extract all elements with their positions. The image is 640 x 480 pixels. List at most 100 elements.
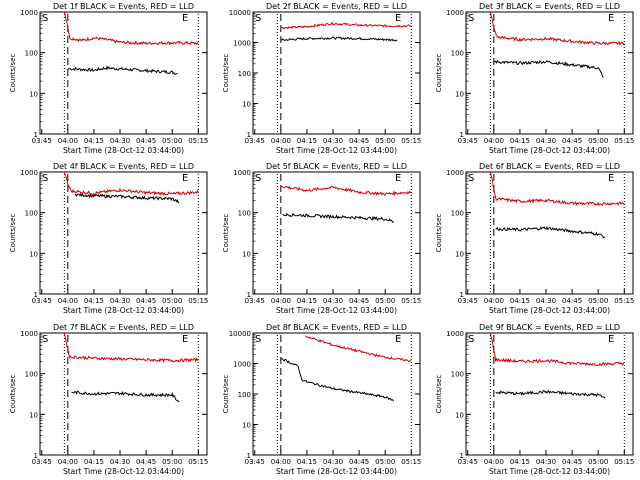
y-axis-label: Counts/sec	[435, 214, 443, 253]
start-marker: S	[255, 334, 261, 345]
y-tick-label: 1	[247, 452, 251, 460]
plot-frame	[465, 171, 634, 295]
x-tick-label: 04:15	[297, 137, 317, 145]
series-line-events	[282, 212, 395, 223]
x-tick-label: 04:00	[58, 458, 78, 466]
end-marker: E	[182, 173, 188, 184]
y-axis-label: Counts/sec	[9, 214, 17, 253]
plot-frame	[39, 332, 208, 456]
y-tick-label: 1000	[233, 169, 251, 177]
series-line-lld	[280, 21, 412, 30]
x-tick-label: 04:30	[323, 137, 343, 145]
y-tick-label: 1	[34, 452, 38, 460]
y-tick-label: 100	[451, 50, 464, 58]
x-axis-label: Start Time (28-Oct-12 03:44:00)	[276, 306, 397, 315]
y-tick-label: 1000	[20, 330, 38, 338]
x-tick-label: 04:00	[484, 458, 504, 466]
x-tick-label: 04:15	[84, 137, 104, 145]
y-tick-label: 1	[247, 291, 251, 299]
series-line-events	[495, 226, 606, 239]
x-tick-label: 03:45	[245, 458, 265, 466]
y-tick-label: 1	[34, 131, 38, 139]
y-tick-label: 1	[34, 291, 38, 299]
y-axis-label: Counts/sec	[222, 54, 230, 93]
x-tick-label: 05:00	[588, 458, 608, 466]
y-tick-label: 100	[25, 210, 38, 218]
chart-title: Det 6f BLACK = Events, RED = LLD	[479, 162, 620, 171]
x-tick-label: 04:30	[323, 458, 343, 466]
x-tick-label: 05:15	[401, 297, 421, 305]
y-tick-label: 1	[460, 452, 464, 460]
x-tick-label: 05:00	[375, 137, 395, 145]
y-tick-label: 1	[460, 291, 464, 299]
x-tick-label: 04:30	[536, 458, 556, 466]
start-marker: S	[468, 334, 474, 345]
x-tick-label: 04:00	[58, 137, 78, 145]
y-tick-label: 10	[455, 250, 464, 258]
end-marker: E	[395, 13, 401, 24]
x-tick-label: 05:15	[614, 458, 634, 466]
y-tick-label: 1000	[20, 169, 38, 177]
y-tick-label: 10	[242, 422, 251, 430]
x-tick-label: 04:30	[110, 458, 130, 466]
chart-title: Det 7f BLACK = Events, RED = LLD	[53, 323, 194, 332]
y-tick-label: 10	[455, 411, 464, 419]
series-line-events	[280, 36, 398, 42]
start-marker: S	[255, 13, 261, 24]
end-marker: E	[395, 334, 401, 345]
x-tick-label: 04:45	[562, 297, 582, 305]
x-tick-label: 05:15	[401, 458, 421, 466]
y-tick-label: 10000	[229, 9, 251, 17]
x-tick-label: 04:00	[484, 297, 504, 305]
x-tick-label: 04:45	[562, 137, 582, 145]
series-line-events	[74, 192, 180, 204]
y-tick-label: 1	[460, 131, 464, 139]
y-tick-label: 10	[242, 101, 251, 109]
chart-panel: Det 1f BLACK = Events, RED = LLD 1 10 100 10…	[9, 2, 208, 155]
series-line-lld	[489, 11, 625, 46]
chart-title: Det 1f BLACK = Events, RED = LLD	[53, 2, 194, 11]
y-tick-label: 10	[242, 250, 251, 258]
chart-panel: Det 6f BLACK = Events, RED = LLD 1 10 100 10…	[435, 162, 634, 315]
y-tick-label: 100	[238, 210, 251, 218]
x-tick-label: 05:00	[162, 458, 182, 466]
y-axis-label: Counts/sec	[222, 214, 230, 253]
x-tick-label: 04:30	[110, 137, 130, 145]
y-tick-label: 100	[451, 371, 464, 379]
y-tick-label: 1000	[446, 9, 464, 17]
x-tick-label: 05:15	[188, 297, 208, 305]
x-axis-label: Start Time (28-Oct-12 03:44:00)	[489, 306, 610, 315]
x-tick-label: 04:30	[536, 297, 556, 305]
y-axis-label: Counts/sec	[222, 375, 230, 414]
series-line-events	[495, 389, 606, 399]
x-tick-label: 04:00	[271, 137, 291, 145]
x-tick-label: 05:00	[162, 137, 182, 145]
plot-frame	[252, 171, 421, 295]
x-tick-label: 04:15	[510, 458, 530, 466]
x-tick-label: 03:45	[245, 137, 265, 145]
x-axis-label: Start Time (28-Oct-12 03:44:00)	[63, 146, 184, 155]
chart-title: Det 5f BLACK = Events, RED = LLD	[266, 162, 407, 171]
y-tick-label: 1000	[20, 9, 38, 17]
x-tick-label: 04:30	[323, 297, 343, 305]
x-tick-label: 04:45	[349, 458, 369, 466]
end-marker: E	[395, 173, 401, 184]
series-line-events	[493, 59, 604, 78]
x-tick-label: 03:45	[458, 137, 478, 145]
y-tick-label: 1000	[233, 40, 251, 48]
x-tick-label: 05:00	[375, 458, 395, 466]
chart-panel: Det 9f BLACK = Events, RED = LLD 1 10 100 10…	[435, 323, 634, 476]
plot-frame	[465, 11, 634, 135]
y-tick-label: 10	[29, 250, 38, 258]
y-tick-label: 1000	[446, 330, 464, 338]
chart-panel: Det 5f BLACK = Events, RED = LLD 1 10 100 10…	[222, 162, 421, 315]
x-tick-label: 05:15	[614, 137, 634, 145]
plot-frame	[252, 332, 421, 456]
x-tick-label: 04:15	[84, 458, 104, 466]
chart-title: Det 3f BLACK = Events, RED = LLD	[479, 2, 620, 11]
series-line-lld	[63, 11, 199, 46]
x-tick-label: 03:45	[32, 458, 52, 466]
y-axis-label: Counts/sec	[9, 54, 17, 93]
x-tick-label: 03:45	[458, 297, 478, 305]
